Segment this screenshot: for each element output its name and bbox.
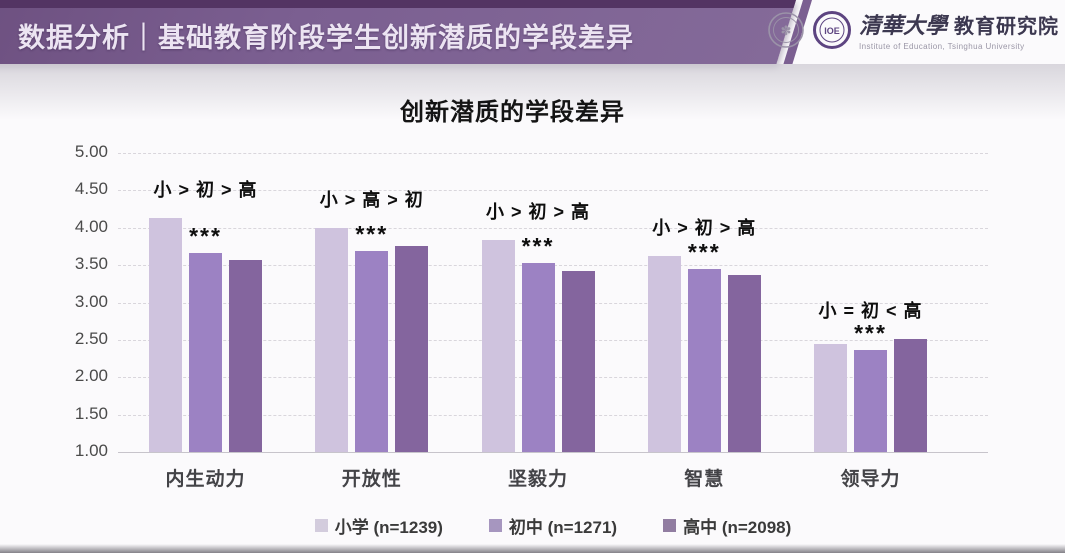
tsinghua-seal-icon: ✽ xyxy=(768,11,804,48)
bar xyxy=(561,271,595,452)
legend-label: 初中 (n=1271) xyxy=(508,518,618,537)
legend-label: 高中 (n=2098) xyxy=(683,518,792,537)
legend-swatch xyxy=(314,519,328,532)
legend: 小学 (n=1239) 初中 (n=1271) 高中 (n=2098) xyxy=(118,513,988,538)
gridline xyxy=(118,227,988,229)
bar xyxy=(355,250,389,452)
y-axis-tick-label: 1.50 xyxy=(74,403,108,423)
gridline xyxy=(118,190,988,192)
bar xyxy=(854,350,887,452)
gridline xyxy=(118,153,988,154)
x-axis-label: 领导力 xyxy=(840,469,901,490)
significance-stars: *** xyxy=(521,232,555,259)
y-axis-tick-label: 3.00 xyxy=(74,291,108,311)
bar xyxy=(189,253,222,452)
logo-dept-name: 教育研究院 xyxy=(954,16,1059,38)
bar xyxy=(481,239,515,452)
bar xyxy=(521,262,555,452)
significance-stars: *** xyxy=(189,223,222,250)
legend-swatch xyxy=(663,519,677,532)
bar xyxy=(647,256,681,452)
y-axis-tick-label: 4.00 xyxy=(74,216,108,236)
logo-cn-name: 清華大學 xyxy=(858,13,947,38)
group-annotation: 小 > 初 > 高 xyxy=(485,201,591,222)
bar xyxy=(687,268,721,452)
bar xyxy=(894,339,927,452)
logo-text: 清華大學 教育研究院 Institute of Education, Tsing… xyxy=(859,8,1059,51)
legend-item: 小学 (n=1239) xyxy=(314,513,443,538)
x-axis-label: 坚毅力 xyxy=(507,469,568,490)
bottom-shade xyxy=(0,544,1065,553)
legend-item: 初中 (n=1271) xyxy=(488,513,618,538)
bar xyxy=(315,227,349,452)
page-title: 数据分析｜基础教育阶段学生创新潜质的学段差异 xyxy=(18,22,634,53)
legend-label: 小学 (n=1239) xyxy=(334,518,443,537)
group-annotation: 小 > 初 > 高 xyxy=(153,180,258,201)
ioe-seal-icon: IOE xyxy=(812,10,851,49)
legend-swatch xyxy=(488,519,502,532)
significance-stars: *** xyxy=(854,320,887,347)
x-axis-label: 内生动力 xyxy=(165,469,246,490)
bar xyxy=(814,344,847,452)
gridline xyxy=(118,452,988,453)
chart-title: 创新潜质的学段差异 xyxy=(400,99,625,126)
logo-en-name: Institute of Education, Tsinghua Univers… xyxy=(858,42,1025,51)
svg-text:IOE: IOE xyxy=(824,26,840,36)
legend-item: 高中 (n=2098) xyxy=(663,513,791,538)
y-axis-tick-label: 5.00 xyxy=(74,142,108,161)
y-axis-tick-label: 4.50 xyxy=(74,179,108,199)
group-annotation: 小 > 高 > 初 xyxy=(319,189,424,210)
group-annotation: 小 > 初 > 高 xyxy=(652,218,757,239)
significance-stars: *** xyxy=(687,238,721,265)
y-axis-tick-label: 2.00 xyxy=(74,366,108,386)
bar xyxy=(727,274,761,452)
group-annotation: 小 = 初 < 高 xyxy=(818,301,923,322)
x-axis-label: 开放性 xyxy=(341,469,402,490)
svg-text:✽: ✽ xyxy=(781,23,792,38)
bar xyxy=(229,259,262,452)
y-axis-tick-label: 2.50 xyxy=(74,328,108,348)
bar xyxy=(395,245,429,452)
bar xyxy=(149,218,182,452)
y-axis-tick-label: 3.50 xyxy=(74,254,108,274)
x-axis-label: 智慧 xyxy=(684,469,725,490)
institution-logo: ✽ IOE 清華大學 教育研究院 Institute of Education,… xyxy=(767,8,1059,51)
y-axis-tick-label: 1.00 xyxy=(74,441,108,460)
significance-stars: *** xyxy=(355,220,389,247)
